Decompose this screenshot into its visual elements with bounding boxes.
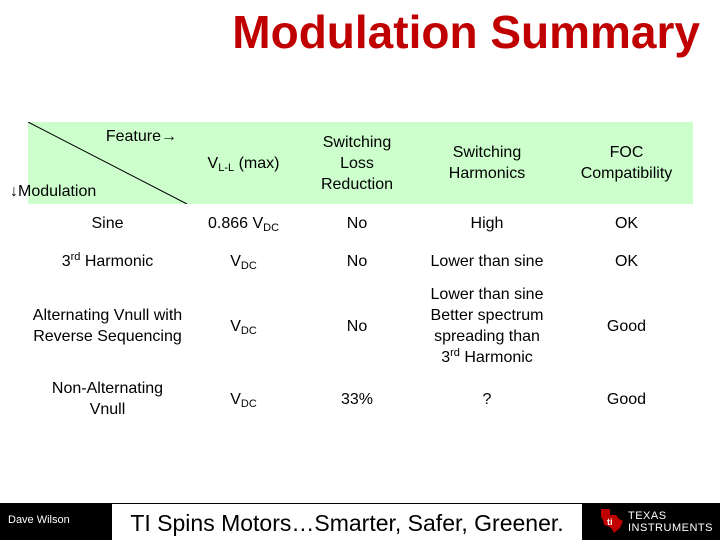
svg-text:ti: ti	[607, 517, 613, 527]
corner-header-cell: Feature→ ↓Modulation	[10, 122, 187, 204]
foc-cell: OK	[614, 252, 639, 270]
modulation-cell: Non-Alternating Vnull	[51, 380, 164, 418]
foc-cell: Good	[606, 317, 647, 335]
loss-cell: No	[346, 214, 368, 232]
diagonal-divider	[28, 122, 187, 204]
modulation-cell: 3rd Harmonic	[61, 250, 154, 270]
harmonics-cell: Lower than sine	[430, 252, 544, 270]
ti-logo-text: TEXAS INSTRUMENTS	[628, 510, 713, 534]
ti-logo: ti TEXAS INSTRUMENTS	[598, 506, 720, 540]
header-switching-harmonics: Switching Harmonics	[414, 122, 560, 204]
loss-cell: No	[346, 252, 368, 270]
header-vll-max: VL-L (max)	[187, 122, 300, 204]
table-header-row: Feature→ ↓Modulation VL-L (max) Switchin…	[10, 122, 693, 204]
page-title: Modulation Summary	[232, 6, 700, 58]
modulation-summary-table: Feature→ ↓Modulation VL-L (max) Switchin…	[10, 122, 693, 426]
table-row: Non-Alternating Vnull VDC 33% ? Good	[28, 372, 693, 426]
vll-cell: VDC	[230, 252, 257, 272]
modulation-cell: Sine	[91, 214, 124, 232]
harmonics-cell: ?	[482, 390, 492, 408]
footer-bar: Dave Wilson TI Spins Motors…Smarter, Saf…	[0, 503, 720, 540]
loss-cell: No	[346, 317, 368, 335]
feature-axis-label: Feature→	[105, 128, 177, 145]
footer-tagline: TI Spins Motors…Smarter, Safer, Greener.	[112, 504, 582, 540]
header-foc-compatibility: FOC Compatibility	[560, 122, 693, 204]
modulation-axis-label: ↓Modulation	[10, 183, 97, 200]
table-row: 3rd Harmonic VDC No Lower than sine OK	[28, 242, 693, 280]
loss-cell: 33%	[340, 390, 374, 408]
header-switching-loss-reduction: Switching Loss Reduction	[300, 122, 414, 204]
modulation-cell: Alternating Vnull with Reverse Sequencin…	[32, 307, 183, 345]
foc-cell: OK	[614, 214, 639, 232]
harmonics-cell: High	[470, 214, 504, 232]
author-name: Dave Wilson	[8, 514, 70, 526]
table-row: Sine 0.866 VDC No High OK	[28, 204, 693, 242]
texas-state-logo-icon: ti	[601, 509, 623, 533]
vll-cell: 0.866 VDC	[207, 214, 280, 234]
vll-cell: VDC	[230, 390, 257, 410]
foc-cell: Good	[606, 390, 647, 408]
vll-cell: VDC	[230, 317, 257, 337]
harmonics-cell: Lower than sine Better spectrum spreadin…	[430, 286, 544, 366]
table-row: Alternating Vnull with Reverse Sequencin…	[28, 280, 693, 372]
